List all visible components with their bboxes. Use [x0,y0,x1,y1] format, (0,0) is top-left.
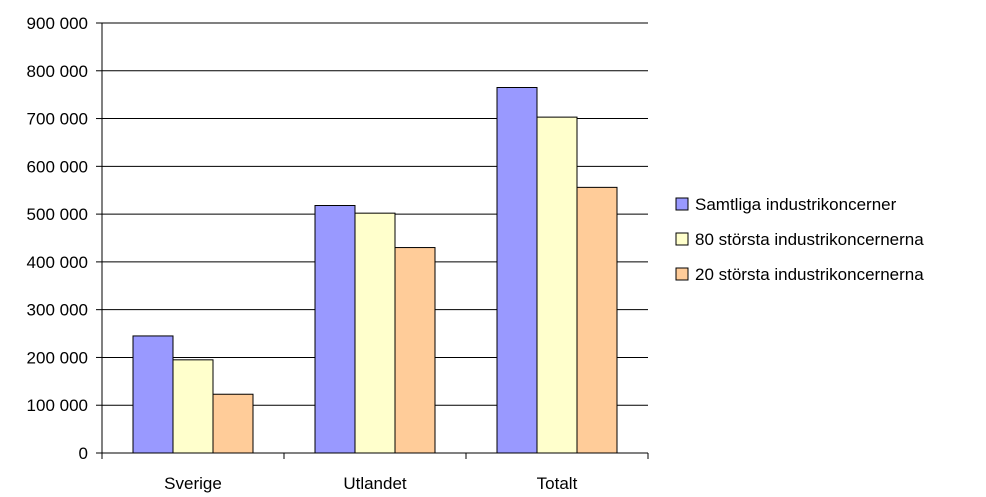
x-tick-label: Sverige [164,474,222,493]
y-tick-label: 500 000 [27,205,88,224]
y-tick-label: 200 000 [27,348,88,367]
bar-totalt-series-1 [536,116,578,454]
y-tick-label: 400 000 [27,253,88,272]
legend-swatch [675,267,689,281]
bar-sverige-series-0 [132,335,174,454]
legend-swatch [675,232,689,246]
x-tick-labels: Sverige Utlandet Totalt [164,474,577,493]
legend-label: Samtliga industrikoncerner [695,195,897,214]
bar-sverige-series-2 [212,393,254,454]
axes [96,22,649,459]
bar-utlandet-series-1 [354,212,396,454]
bar-utlandet-series-0 [314,205,356,454]
bar-sverige-series-1 [172,359,214,454]
x-tick-label: Utlandet [343,474,407,493]
bar-utlandet-series-2 [394,247,436,454]
legend-label: 20 största industrikoncernerna [695,265,924,284]
y-tick-labels: 0 100 000 200 000 300 000 400 000 500 000 600 … [27,14,88,463]
legend-label: 80 största industrikoncernerna [695,230,924,249]
legend-swatch [675,197,689,211]
bar-totalt-series-2 [576,186,618,454]
y-tick-label: 300 000 [27,301,88,320]
y-tick-label: 900 000 [27,14,88,33]
y-tick-label: 700 000 [27,110,88,129]
y-tick-label: 600 000 [27,157,88,176]
bar-totalt-series-0 [496,87,538,454]
x-tick-label: Totalt [537,474,578,493]
y-tick-label: 100 000 [27,396,88,415]
y-tick-label: 800 000 [27,62,88,81]
legend: Samtliga industrikoncerner 80 största ind… [675,195,924,284]
y-tick-label: 0 [79,444,88,463]
bars [132,87,618,454]
